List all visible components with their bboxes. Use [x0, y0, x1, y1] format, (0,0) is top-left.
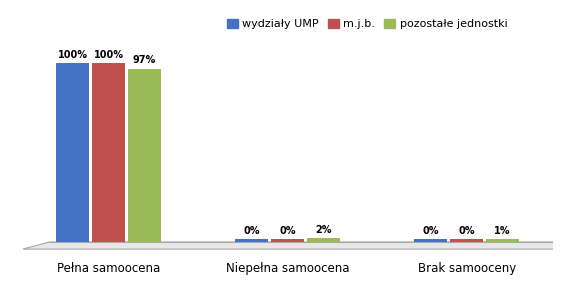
Legend: wydziały UMP, m.j.b., pozostałe jednostki: wydziały UMP, m.j.b., pozostałe jednostk…: [222, 14, 512, 34]
Text: 2%: 2%: [315, 225, 332, 235]
Text: 100%: 100%: [58, 50, 88, 60]
Bar: [128, 69, 161, 242]
Text: 100%: 100%: [94, 50, 124, 60]
Text: 1%: 1%: [494, 226, 511, 236]
Text: 97%: 97%: [133, 55, 156, 65]
Bar: [235, 239, 268, 242]
Text: 0%: 0%: [422, 226, 439, 236]
Bar: [92, 64, 125, 242]
Text: 0%: 0%: [459, 226, 475, 236]
Bar: [307, 238, 340, 242]
Text: 0%: 0%: [244, 226, 260, 236]
Bar: [415, 239, 447, 242]
Bar: [486, 239, 519, 242]
Text: 0%: 0%: [279, 226, 296, 236]
Polygon shape: [23, 242, 564, 249]
Bar: [56, 64, 89, 242]
Bar: [271, 239, 304, 242]
Bar: [450, 239, 483, 242]
